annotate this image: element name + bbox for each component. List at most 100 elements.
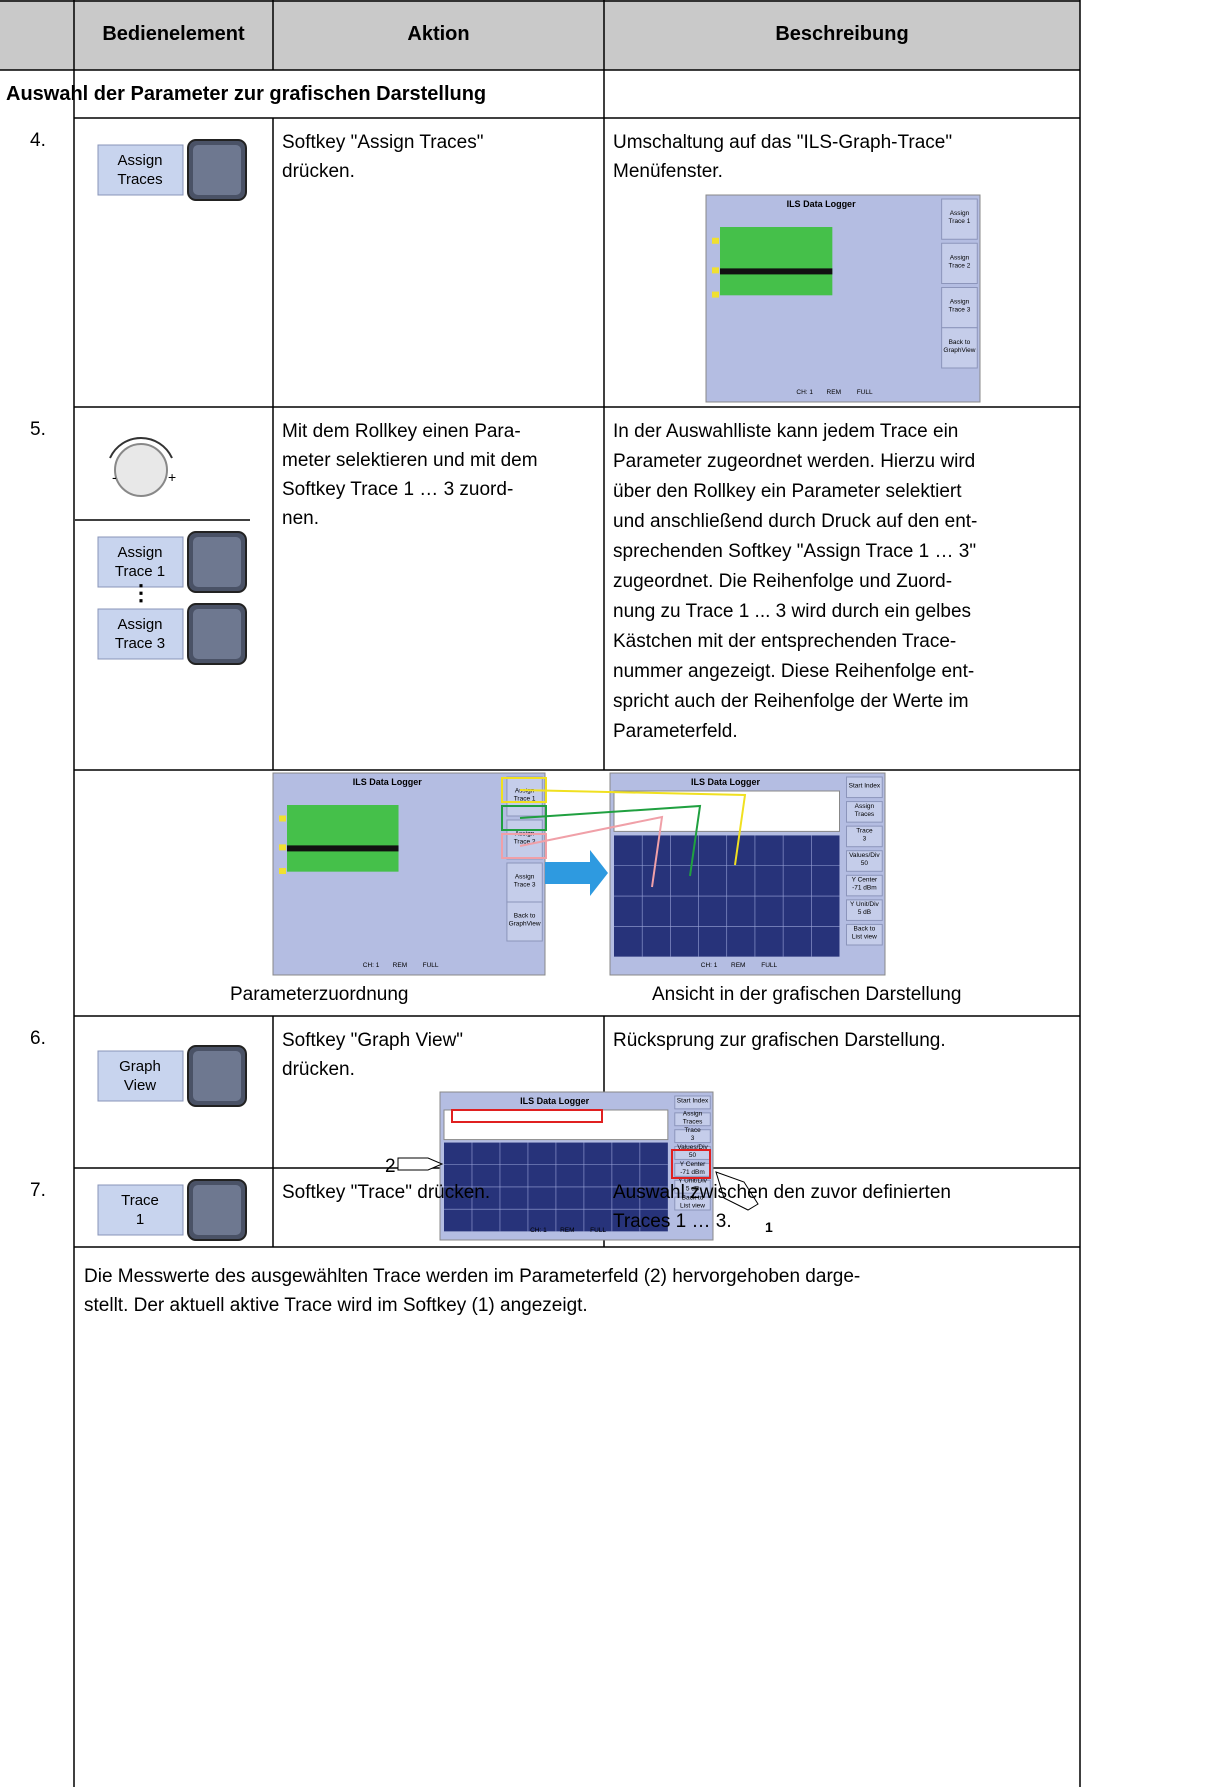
status-text: REM <box>393 962 407 969</box>
screen-softkey <box>941 287 978 329</box>
screen-softkey <box>674 1095 711 1110</box>
screen-softkey-label: Traces <box>683 1118 703 1125</box>
screen-softkey-label: GraphView <box>509 921 541 928</box>
assign-line <box>519 815 664 888</box>
description-text: Parameterfeld. <box>613 721 738 742</box>
screen-softkey-label: Back to <box>854 926 876 933</box>
description-text: sprechenden Softkey "Assign Trace 1 … 3" <box>613 541 977 562</box>
screen-softkey-label: Trace 3 <box>514 882 536 889</box>
action-text: Softkey "Assign Traces" <box>282 132 484 153</box>
caption: Parameterzuordnung <box>230 984 409 1005</box>
softkey-face <box>193 609 241 659</box>
screen-softkey <box>674 1196 711 1211</box>
screen-softkey-label: Trace 2 <box>514 839 536 846</box>
trace-marker <box>712 267 719 274</box>
action-text: Mit dem Rollkey einen Para- <box>282 421 521 442</box>
rollkey-arc <box>109 437 173 459</box>
screen-softkey-label: Values/Div <box>849 852 880 859</box>
screen-softkey <box>846 825 883 848</box>
screen-softkey-label: -71 dBm <box>680 1169 705 1176</box>
screen-softkey-label: Assign <box>855 803 875 810</box>
note-text: stellt. Der aktuell aktive Trace wird im… <box>84 1295 588 1316</box>
parameter-list <box>287 805 399 872</box>
status-text: REM <box>731 962 745 969</box>
action-text: drücken. <box>282 161 355 182</box>
screen-softkey-label: Assign <box>515 874 535 881</box>
section-title: Auswahl der Parameter zur grafischen Dar… <box>6 83 487 105</box>
screen-softkey-label: 5 dB <box>858 909 871 916</box>
screen-softkey-label: Assign <box>950 210 970 217</box>
header-cell: Bedienelement <box>102 23 245 45</box>
description-text: Auswahl zwischen den zuvor definierten <box>613 1182 951 1203</box>
description-text: und anschließend durch Druck auf den ent… <box>613 511 978 532</box>
highlight-softkey <box>671 1149 711 1179</box>
action-text: meter selektieren und mit dem <box>282 450 538 471</box>
row-number: 6. <box>30 1028 46 1049</box>
screen-softkey <box>846 923 883 946</box>
screen-title: ILS Data Logger <box>787 199 857 209</box>
screen-softkey-label: Trace <box>684 1127 701 1134</box>
screen-softkey-label: Y Unit/Div <box>678 1178 708 1185</box>
screen-softkey-label: GraphView <box>943 347 975 354</box>
screen-softkey-label: Trace 3 <box>949 307 971 314</box>
screen-title: ILS Data Logger <box>520 1096 590 1106</box>
screen-softkey-label: Values/Div <box>677 1144 708 1151</box>
trace-marker <box>279 815 286 822</box>
screen-softkey-label: Assign <box>683 1110 703 1117</box>
screen-softkey-label: -71 dBm <box>852 885 877 892</box>
softkey-label-box <box>97 1184 184 1236</box>
screen-softkey-label: Start Index <box>677 1097 709 1104</box>
assign-frame <box>501 833 547 859</box>
description-text: Umschaltung auf das "ILS-Graph-Trace" <box>613 132 953 153</box>
softkey-label: Assign <box>117 544 162 561</box>
softkey-label-box <box>97 536 184 588</box>
screen-softkey-label: Traces <box>855 811 875 818</box>
description-text: Traces 1 … 3. <box>613 1211 732 1232</box>
status-text: REM <box>560 1227 574 1234</box>
screen-softkey-label: Start Index <box>849 782 881 789</box>
status-text: CH: 1 <box>701 962 718 969</box>
rollkey-minus: - <box>112 469 117 485</box>
row-number: 4. <box>30 130 46 151</box>
description-text: nummer angezeigt. Diese Reihenfolge ent- <box>613 661 975 682</box>
screen-title: ILS Data Logger <box>353 777 423 787</box>
trace-marker <box>279 844 286 851</box>
status-text: CH: 1 <box>796 389 813 396</box>
action-text: drücken. <box>282 1059 355 1080</box>
screen-softkey <box>674 1179 711 1194</box>
parameter-list <box>720 227 833 296</box>
screen-softkey <box>506 819 543 860</box>
screen-softkey-label: Assign <box>950 254 970 261</box>
assign-line <box>519 789 747 866</box>
screen-softkey-label: Trace 1 <box>949 218 971 225</box>
screen-softkey <box>941 198 978 240</box>
assign-frame <box>501 805 547 831</box>
screen-softkey-label: Y Unit/Div <box>850 901 880 908</box>
assign-line <box>519 804 702 877</box>
softkey-face <box>193 145 241 195</box>
description-text: Rücksprung zur grafischen Darstellung. <box>613 1030 946 1051</box>
screen-softkey <box>506 901 543 942</box>
screen-softkey-label: List view <box>852 934 877 941</box>
softkey-label: Traces <box>117 171 162 188</box>
screen-softkey <box>674 1112 711 1127</box>
screen-softkey-label: List view <box>680 1203 705 1210</box>
screen-softkey <box>846 801 883 823</box>
rollkey <box>114 443 168 497</box>
row-number: 7. <box>30 1180 46 1201</box>
screen-softkey-label: Y Center <box>680 1161 706 1168</box>
softkey-face <box>193 1051 241 1101</box>
hand <box>715 1171 759 1211</box>
row-number: 5. <box>30 419 46 440</box>
screen-softkey <box>674 1129 711 1144</box>
screen-softkey-label: Back to <box>682 1195 704 1202</box>
param-field <box>613 790 840 832</box>
param-field <box>443 1109 669 1141</box>
screen-bg <box>272 772 546 976</box>
screen-softkey <box>941 327 978 369</box>
